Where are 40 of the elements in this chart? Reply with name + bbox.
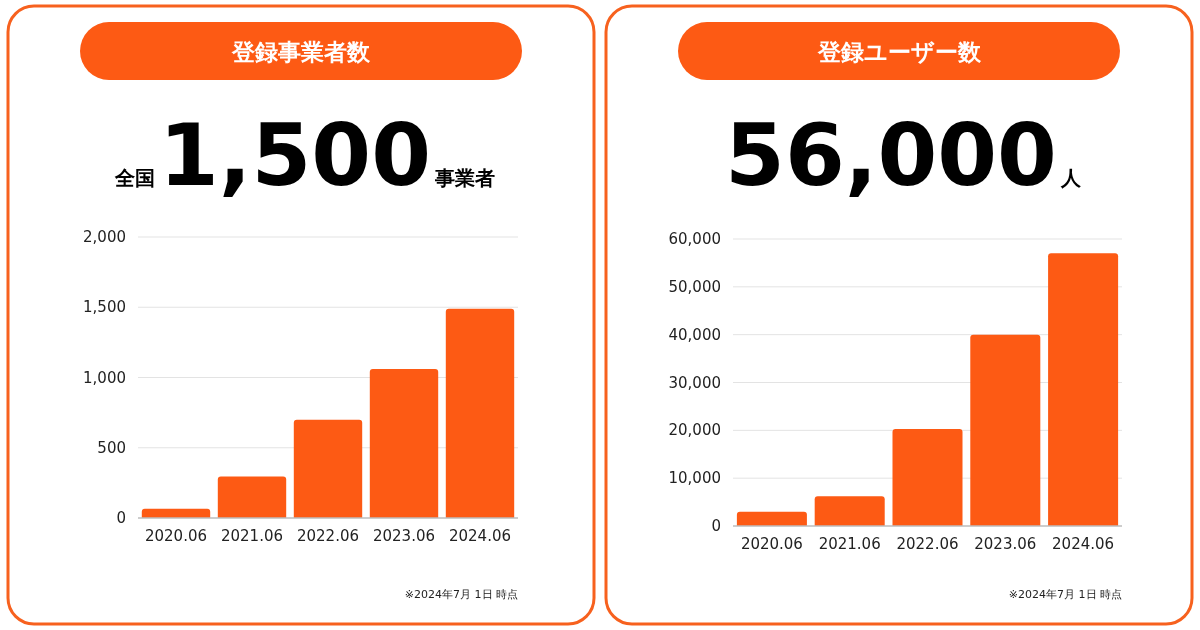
y-tick-label: 10,000 [668, 469, 721, 488]
bar [1048, 253, 1119, 526]
x-tick-label: 2022.06 [296, 527, 360, 545]
y-tick-label: 30,000 [668, 373, 721, 392]
y-tick-label: 60,000 [668, 230, 721, 248]
x-tick-label: 2023.06 [372, 527, 436, 545]
bar [369, 369, 439, 518]
y-tick-label: 0 [711, 517, 721, 535]
text: 全国 [113, 166, 155, 190]
y-tick-label: 1,500 [83, 298, 126, 317]
chart-title: 登録ユーザー数 [816, 39, 982, 65]
bar [736, 511, 807, 526]
bar [970, 334, 1041, 526]
bar [293, 419, 363, 518]
chart-title: 登録事業者数 [231, 39, 371, 65]
text: 1,500 [158, 105, 432, 205]
y-tick-label: 2,000 [83, 228, 126, 246]
y-tick-label: 1,000 [83, 368, 126, 387]
text: ※2024年7月 1日 時点 [404, 588, 518, 601]
x-tick-label: 2024.06 [448, 527, 512, 545]
bar [445, 308, 515, 518]
bar [814, 496, 885, 526]
y-tick-label: 500 [97, 438, 126, 457]
x-tick-label: 2020.06 [144, 527, 208, 545]
text: 56,000 [725, 105, 1057, 205]
x-tick-label: 2020.06 [740, 535, 803, 553]
y-tick-label: 40,000 [668, 325, 721, 344]
x-tick-label: 2024.06 [1052, 535, 1115, 553]
text: ※2024年7月 1日 時点 [1008, 588, 1122, 601]
y-tick-label: 20,000 [668, 421, 721, 440]
bar [892, 428, 963, 526]
x-tick-label: 2022.06 [896, 535, 959, 553]
text: 事業者 [434, 166, 496, 190]
x-tick-label: 2021.06 [818, 535, 881, 553]
y-tick-label: 0 [116, 509, 126, 527]
x-tick-label: 2023.06 [974, 535, 1037, 553]
bar [217, 476, 287, 518]
text: 人 [1059, 166, 1082, 190]
x-tick-label: 2021.06 [220, 527, 284, 545]
y-tick-label: 50,000 [668, 277, 721, 296]
